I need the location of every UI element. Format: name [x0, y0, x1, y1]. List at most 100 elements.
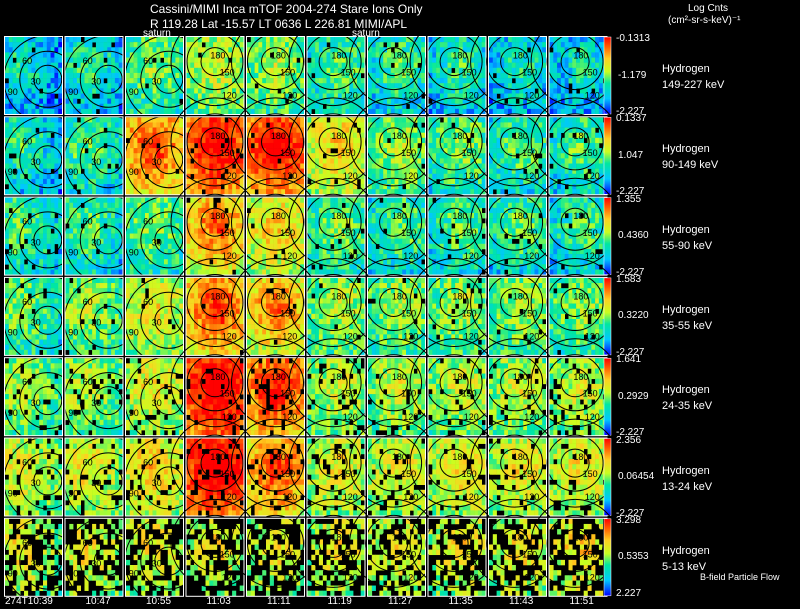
intensity-pixel — [455, 117, 460, 123]
intensity-pixel — [69, 98, 74, 105]
intensity-pixel — [12, 218, 17, 224]
intensity-pixel — [84, 83, 89, 89]
intensity-pixel — [133, 83, 138, 89]
intensity-pixel — [8, 88, 13, 94]
intensity-pixel — [164, 197, 169, 204]
intensity-pixel — [76, 218, 81, 224]
intensity-pixel — [167, 47, 172, 53]
intensity-pixel — [73, 213, 78, 219]
intensity-pixel — [118, 67, 123, 74]
intensity-pixel — [587, 47, 592, 53]
intensity-pixel — [519, 189, 524, 195]
intensity-pixel — [213, 103, 218, 110]
intensity-pixel — [24, 178, 29, 185]
intensity-pixel — [107, 189, 112, 195]
intensity-pixel — [137, 184, 142, 190]
intensity-pixel — [262, 173, 267, 180]
intensity-pixel — [114, 67, 119, 74]
intensity-pixel — [496, 132, 501, 139]
intensity-pixel — [417, 78, 422, 84]
intensity-pixel — [80, 108, 85, 115]
intensity-pixel — [92, 218, 97, 224]
intensity-pixel — [421, 108, 426, 115]
intensity-pixel — [318, 153, 323, 159]
intensity-pixel — [330, 108, 335, 115]
intensity-pixel — [542, 88, 547, 94]
intensity-pixel — [80, 67, 85, 74]
intensity-pixel — [579, 52, 584, 58]
intensity-pixel — [345, 78, 350, 84]
intensity-pixel — [523, 88, 528, 94]
intensity-pixel — [421, 78, 426, 84]
intensity-pixel — [46, 93, 51, 99]
intensity-pixel — [20, 178, 25, 185]
intensity-pixel — [269, 72, 274, 79]
intensity-pixel — [254, 78, 259, 84]
intensity-pixel — [133, 62, 138, 69]
intensity-pixel — [95, 103, 100, 110]
intensity-pixel — [197, 148, 202, 154]
intensity-pixel — [152, 67, 157, 74]
intensity-pixel — [76, 88, 81, 94]
intensity-pixel — [538, 88, 543, 94]
intensity-pixel — [595, 57, 600, 63]
intensity-pixel — [8, 127, 13, 133]
intensity-pixel — [496, 158, 501, 164]
intensity-pixel — [126, 122, 131, 128]
intensity-pixel — [439, 78, 444, 84]
intensity-pixel — [515, 78, 520, 84]
intensity-pixel — [65, 189, 70, 195]
intensity-pixel — [273, 108, 278, 115]
intensity-pixel — [458, 72, 463, 79]
intensity-pixel — [186, 98, 191, 105]
intensity-pixel — [129, 108, 134, 115]
intensity-pixel — [167, 178, 172, 185]
intensity-pixel — [258, 148, 263, 154]
intensity-pixel — [421, 153, 426, 159]
intensity-pixel — [349, 57, 354, 63]
intensity-pixel — [368, 78, 373, 84]
intensity-pixel — [511, 103, 516, 110]
intensity-pixel — [587, 52, 592, 58]
intensity-pixel — [371, 137, 376, 144]
contour-ring — [154, 64, 184, 94]
intensity-pixel — [103, 213, 108, 219]
intensity-pixel — [5, 238, 10, 245]
intensity-pixel — [232, 67, 237, 74]
intensity-pixel — [201, 62, 206, 69]
intensity-pixel — [46, 122, 51, 128]
intensity-pixel — [322, 132, 327, 139]
intensity-pixel — [542, 52, 547, 58]
intensity-pixel — [481, 122, 486, 128]
intensity-pixel — [315, 83, 320, 89]
intensity-pixel — [50, 238, 55, 245]
intensity-pixel — [228, 189, 233, 195]
intensity-pixel — [8, 122, 13, 128]
intensity-pixel — [164, 178, 169, 185]
intensity-pixel — [129, 127, 134, 133]
intensity-pixel — [107, 184, 112, 190]
intensity-pixel — [375, 67, 380, 74]
intensity-pixel — [5, 269, 10, 275]
intensity-pixel — [167, 93, 172, 99]
intensity-pixel — [76, 62, 81, 69]
intensity-pixel — [179, 202, 184, 209]
intensity-pixel — [160, 148, 165, 154]
intensity-pixel — [557, 142, 562, 149]
contour-label: 120 — [524, 91, 539, 101]
intensity-pixel — [160, 72, 165, 79]
intensity-pixel — [258, 158, 263, 164]
intensity-pixel — [35, 197, 40, 204]
intensity-pixel — [175, 137, 180, 144]
intensity-pixel — [69, 202, 74, 209]
intensity-pixel — [8, 98, 13, 105]
intensity-pixel — [92, 189, 97, 195]
intensity-pixel — [477, 83, 482, 89]
intensity-pixel — [84, 37, 89, 43]
intensity-pixel — [27, 93, 32, 99]
intensity-pixel — [73, 98, 78, 105]
intensity-pixel — [458, 62, 463, 69]
intensity-pixel — [375, 103, 380, 110]
intensity-pixel — [84, 42, 89, 48]
intensity-pixel — [35, 108, 40, 115]
